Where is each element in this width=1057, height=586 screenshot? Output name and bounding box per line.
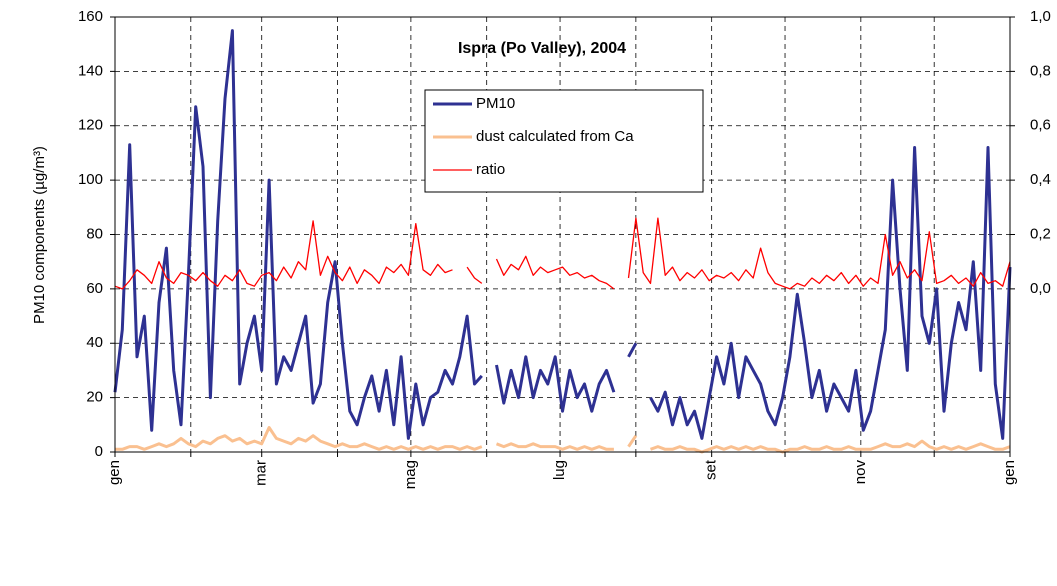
legend-label: dust calculated from Ca [476, 128, 634, 145]
series-line [114, 217, 1011, 290]
series-line [115, 426, 1011, 454]
y2-tick-label: 0,8 [1030, 62, 1051, 79]
y2-tick-label: 0,6 [1030, 117, 1051, 134]
y-tick-label: 140 [78, 62, 103, 79]
y2-tick-label: 0,0 [1030, 280, 1051, 297]
y2-tick-label: 1,0 [1030, 8, 1051, 25]
y-tick-label: 60 [86, 280, 103, 297]
legend-entries: PM10 dust calculated from Ca ratio [476, 95, 634, 178]
y-tick-label: 100 [78, 171, 103, 188]
y-tick-label: 120 [78, 117, 103, 134]
y-tick-label: 160 [78, 8, 103, 25]
y-tick-label: 20 [86, 389, 103, 406]
y-tick-label: 80 [86, 225, 103, 242]
x-tick-label: lug [551, 460, 568, 480]
lines [113, 29, 1012, 454]
x-tick-label: set [703, 459, 720, 480]
legend-label: ratio [476, 161, 505, 178]
x-tick-label: mag [402, 460, 419, 489]
y-axis-label: PM10 components (µg/m³) [31, 146, 48, 324]
x-tick-label: nov [852, 460, 869, 485]
y2-tick-label: 0,2 [1030, 225, 1051, 242]
chart-title: Ispra (Po Valley), 2004 [458, 40, 626, 57]
legend-label: PM10 [476, 95, 515, 112]
y2-tick-label: 0,4 [1030, 171, 1051, 188]
series-line [113, 29, 1012, 440]
y-tick-label: 40 [86, 334, 103, 351]
x-tick-label: gen [106, 460, 123, 485]
legend [424, 89, 704, 193]
y-tick-label: 0 [95, 443, 103, 460]
x-tick-label: mar [253, 460, 270, 486]
x-tick-label: gen [1001, 460, 1018, 485]
